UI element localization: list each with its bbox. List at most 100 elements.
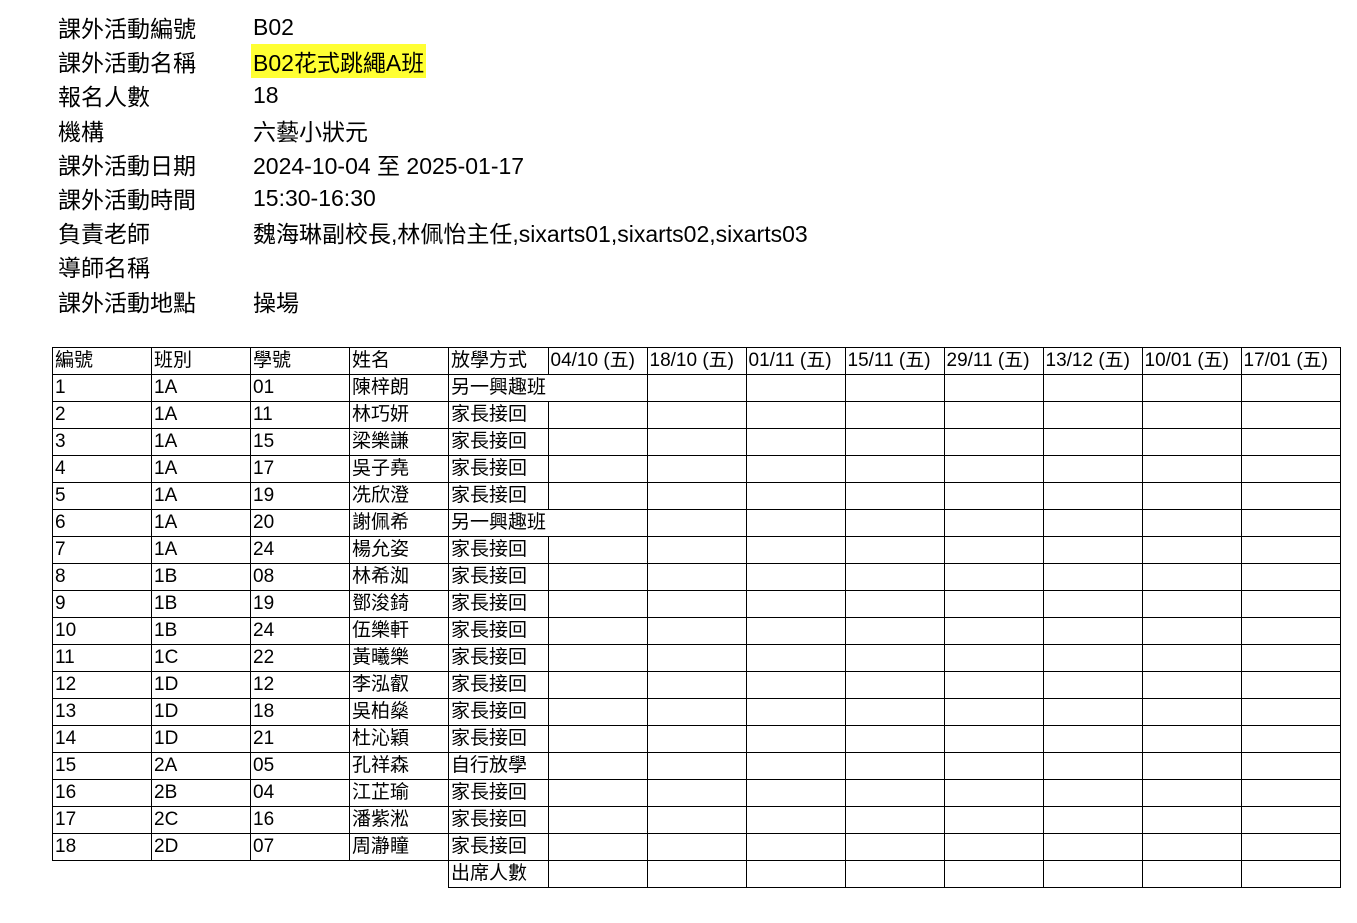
attendance-cell[interactable]	[646, 482, 747, 510]
attendance-cell[interactable]	[547, 671, 648, 699]
attendance-cell[interactable]	[745, 644, 846, 672]
attendance-cell[interactable]	[1042, 644, 1143, 672]
attendance-cell[interactable]	[745, 590, 846, 618]
attendance-cell[interactable]	[548, 374, 648, 402]
attendance-cell[interactable]	[745, 833, 846, 861]
attendance-cell[interactable]	[844, 617, 945, 645]
attendance-cell[interactable]	[1240, 806, 1341, 834]
attendance-cell[interactable]	[547, 617, 648, 645]
attendance-cell[interactable]	[844, 752, 945, 780]
attendance-cell[interactable]	[1042, 428, 1143, 456]
attendance-cell[interactable]	[1141, 374, 1242, 402]
attendance-cell[interactable]	[646, 779, 747, 807]
attendance-cell[interactable]	[1240, 671, 1341, 699]
attendance-cell[interactable]	[1141, 644, 1242, 672]
attendance-cell[interactable]	[745, 482, 846, 510]
attendance-total-cell[interactable]	[1141, 860, 1242, 888]
attendance-cell[interactable]	[1141, 563, 1242, 591]
attendance-total-cell[interactable]	[646, 860, 747, 888]
attendance-cell[interactable]	[1141, 536, 1242, 564]
attendance-cell[interactable]	[646, 536, 747, 564]
attendance-cell[interactable]	[646, 725, 747, 753]
attendance-cell[interactable]	[547, 779, 648, 807]
attendance-cell[interactable]	[1042, 833, 1143, 861]
attendance-cell[interactable]	[1240, 482, 1341, 510]
attendance-cell[interactable]	[547, 455, 648, 483]
attendance-cell[interactable]	[844, 428, 945, 456]
attendance-cell[interactable]	[844, 698, 945, 726]
attendance-cell[interactable]	[1240, 698, 1341, 726]
attendance-cell[interactable]	[943, 536, 1044, 564]
attendance-cell[interactable]	[943, 644, 1044, 672]
attendance-cell[interactable]	[745, 428, 846, 456]
attendance-cell[interactable]	[1141, 509, 1242, 537]
attendance-cell[interactable]	[943, 401, 1044, 429]
attendance-cell[interactable]	[943, 752, 1044, 780]
attendance-cell[interactable]	[844, 779, 945, 807]
attendance-cell[interactable]	[1042, 806, 1143, 834]
attendance-cell[interactable]	[547, 590, 648, 618]
attendance-cell[interactable]	[1042, 752, 1143, 780]
attendance-cell[interactable]	[1042, 374, 1143, 402]
attendance-cell[interactable]	[1141, 833, 1242, 861]
attendance-cell[interactable]	[1240, 617, 1341, 645]
attendance-cell[interactable]	[745, 698, 846, 726]
attendance-cell[interactable]	[844, 806, 945, 834]
attendance-cell[interactable]	[1042, 401, 1143, 429]
attendance-cell[interactable]	[1240, 725, 1341, 753]
attendance-cell[interactable]	[646, 455, 747, 483]
attendance-cell[interactable]	[943, 590, 1044, 618]
attendance-cell[interactable]	[1240, 590, 1341, 618]
attendance-cell[interactable]	[1240, 536, 1341, 564]
attendance-cell[interactable]	[1141, 671, 1242, 699]
attendance-cell[interactable]	[1141, 779, 1242, 807]
attendance-total-cell[interactable]	[1240, 860, 1341, 888]
attendance-cell[interactable]	[1042, 455, 1143, 483]
attendance-cell[interactable]	[547, 401, 648, 429]
attendance-total-cell[interactable]	[943, 860, 1044, 888]
attendance-cell[interactable]	[646, 401, 747, 429]
attendance-cell[interactable]	[646, 374, 747, 402]
attendance-cell[interactable]	[1141, 617, 1242, 645]
attendance-cell[interactable]	[1141, 428, 1242, 456]
attendance-total-cell[interactable]	[745, 860, 846, 888]
attendance-cell[interactable]	[547, 752, 648, 780]
attendance-cell[interactable]	[547, 563, 648, 591]
attendance-cell[interactable]	[1042, 509, 1143, 537]
attendance-cell[interactable]	[547, 536, 648, 564]
attendance-cell[interactable]	[1042, 590, 1143, 618]
attendance-cell[interactable]	[646, 617, 747, 645]
attendance-cell[interactable]	[745, 509, 846, 537]
attendance-cell[interactable]	[1042, 482, 1143, 510]
attendance-cell[interactable]	[1141, 590, 1242, 618]
attendance-cell[interactable]	[844, 455, 945, 483]
attendance-cell[interactable]	[943, 671, 1044, 699]
attendance-cell[interactable]	[1240, 644, 1341, 672]
attendance-cell[interactable]	[547, 806, 648, 834]
attendance-cell[interactable]	[1042, 563, 1143, 591]
attendance-cell[interactable]	[1042, 779, 1143, 807]
attendance-cell[interactable]	[646, 563, 747, 591]
attendance-cell[interactable]	[1240, 509, 1341, 537]
attendance-cell[interactable]	[547, 482, 648, 510]
attendance-cell[interactable]	[1042, 725, 1143, 753]
attendance-cell[interactable]	[844, 374, 945, 402]
attendance-cell[interactable]	[844, 536, 945, 564]
attendance-cell[interactable]	[943, 698, 1044, 726]
attendance-cell[interactable]	[844, 509, 945, 537]
attendance-cell[interactable]	[943, 374, 1044, 402]
attendance-cell[interactable]	[943, 455, 1044, 483]
attendance-cell[interactable]	[1042, 617, 1143, 645]
attendance-cell[interactable]	[943, 563, 1044, 591]
attendance-cell[interactable]	[1042, 698, 1143, 726]
attendance-cell[interactable]	[745, 752, 846, 780]
attendance-cell[interactable]	[646, 698, 747, 726]
attendance-cell[interactable]	[1141, 401, 1242, 429]
attendance-cell[interactable]	[745, 374, 846, 402]
attendance-cell[interactable]	[1240, 833, 1341, 861]
attendance-cell[interactable]	[943, 779, 1044, 807]
attendance-cell[interactable]	[547, 644, 648, 672]
attendance-cell[interactable]	[745, 779, 846, 807]
attendance-cell[interactable]	[745, 617, 846, 645]
attendance-cell[interactable]	[1240, 563, 1341, 591]
